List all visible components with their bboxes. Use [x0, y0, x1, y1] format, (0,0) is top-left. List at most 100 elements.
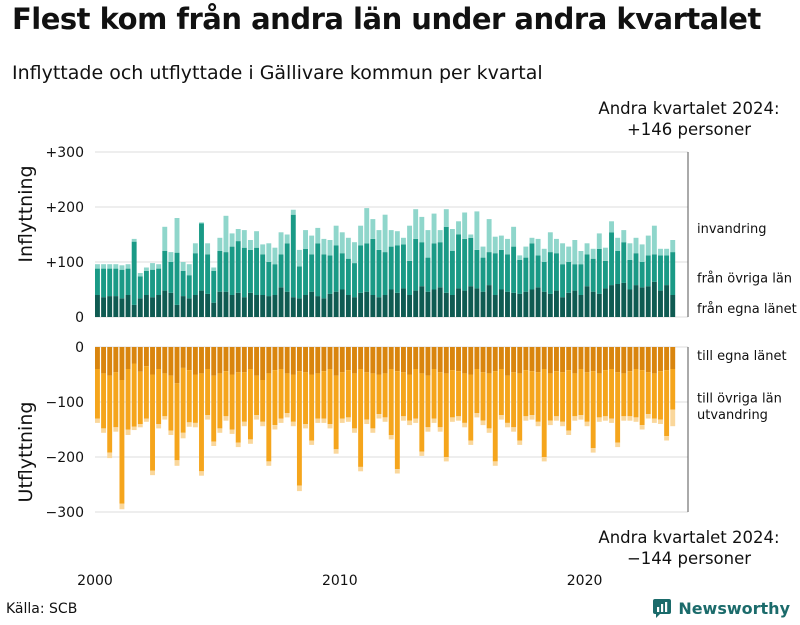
bar-segment: [468, 347, 474, 375]
bar-segment: [566, 370, 572, 431]
bar-segment: [168, 262, 174, 293]
bar-segment: [425, 291, 431, 317]
bar-segment: [168, 375, 174, 431]
bar-segment: [541, 347, 547, 369]
bar-segment: [192, 422, 198, 428]
bar-segment: [578, 415, 584, 420]
y-tick-label: −300: [46, 505, 84, 521]
bar-segment: [468, 237, 474, 287]
bar-segment: [437, 287, 443, 317]
bar-segment: [101, 428, 107, 433]
bar-segment: [431, 243, 437, 290]
bar-segment: [315, 227, 321, 244]
bar-segment: [339, 418, 345, 423]
bar-segment: [186, 422, 192, 427]
brand[interactable]: Newsworthy: [652, 598, 790, 618]
bar-segment: [235, 229, 241, 242]
bar-segment: [272, 295, 278, 317]
bar-segment: [382, 295, 388, 317]
bar-segment: [345, 258, 351, 295]
bar-segment: [456, 234, 461, 289]
bar-segment: [266, 373, 272, 462]
bar-segment: [492, 347, 498, 372]
bar-segment: [437, 372, 443, 428]
bar-segment: [113, 264, 119, 269]
bar-segment: [517, 440, 523, 445]
y-tick-label: −200: [46, 450, 84, 466]
bar-segment: [107, 268, 113, 297]
bar-segment: [370, 219, 376, 239]
bar-segment: [131, 363, 137, 427]
bar-segment: [658, 371, 663, 420]
bar-segment: [125, 347, 131, 369]
bar-segment: [278, 287, 284, 317]
bar-segment: [217, 291, 223, 317]
bar-segment: [615, 442, 621, 448]
bar-segment: [449, 251, 455, 295]
bar-segment: [437, 230, 443, 243]
bar-segment: [419, 242, 425, 287]
bar-segment: [217, 347, 223, 374]
bar-segment: [205, 243, 211, 255]
bar-segment: [578, 295, 584, 317]
bar-segment: [107, 296, 113, 317]
bar-segment: [480, 291, 486, 317]
bar-segment: [413, 238, 419, 291]
bar-segment: [498, 369, 504, 416]
bar-segment: [107, 375, 113, 453]
bar-segment: [260, 244, 266, 255]
bar-segment: [639, 262, 645, 288]
bar-segment: [572, 373, 578, 417]
bar-segment: [162, 416, 168, 420]
bar-segment: [474, 288, 480, 317]
bar-segment: [101, 347, 107, 374]
bar-segment: [609, 347, 614, 369]
bar-segment: [113, 427, 119, 432]
bar-segment: [241, 247, 247, 298]
bar-segment: [211, 267, 217, 271]
bar-segment: [401, 237, 406, 245]
bar-segment: [229, 429, 235, 434]
bar-segment: [602, 347, 608, 371]
bar-segment: [639, 244, 645, 262]
bar-segment: [535, 287, 541, 317]
bar-segment: [260, 295, 266, 317]
bar-segment: [560, 372, 566, 422]
bar-segment: [95, 369, 100, 419]
bar-segment: [174, 304, 180, 317]
bar-segment: [186, 275, 192, 299]
bar-segment: [413, 347, 419, 369]
bar-segment: [615, 372, 621, 443]
bar-segment: [125, 268, 131, 295]
bar-segment: [535, 372, 541, 422]
bar-segment: [651, 347, 657, 374]
inflow-panel: [95, 151, 689, 318]
bar-segment: [309, 235, 315, 255]
bar-segment: [480, 257, 486, 292]
bar-segment: [474, 211, 480, 250]
bar-segment: [425, 427, 431, 432]
bar-segment: [505, 291, 510, 317]
bar-segment: [394, 231, 400, 246]
bar-segment: [498, 289, 504, 317]
bar-segment: [468, 374, 474, 441]
bar-segment: [523, 416, 529, 421]
bar-segment: [223, 371, 229, 417]
bar-segment: [296, 249, 302, 267]
bar-segment: [572, 416, 578, 421]
bar-segment: [462, 238, 468, 291]
bar-segment: [602, 260, 608, 289]
bar-segment: [584, 286, 590, 317]
bar-segment: [101, 268, 107, 298]
bar-segment: [248, 369, 253, 440]
bar-segment: [590, 258, 596, 292]
bar-segment: [651, 254, 657, 282]
bar-segment: [162, 290, 168, 317]
bar-segment: [113, 296, 119, 317]
bar-segment: [431, 347, 437, 369]
bar-segment: [186, 370, 192, 423]
bar-segment: [566, 292, 572, 317]
bar-segment: [345, 347, 351, 371]
bar-segment: [119, 380, 125, 504]
bar-segment: [290, 209, 296, 215]
